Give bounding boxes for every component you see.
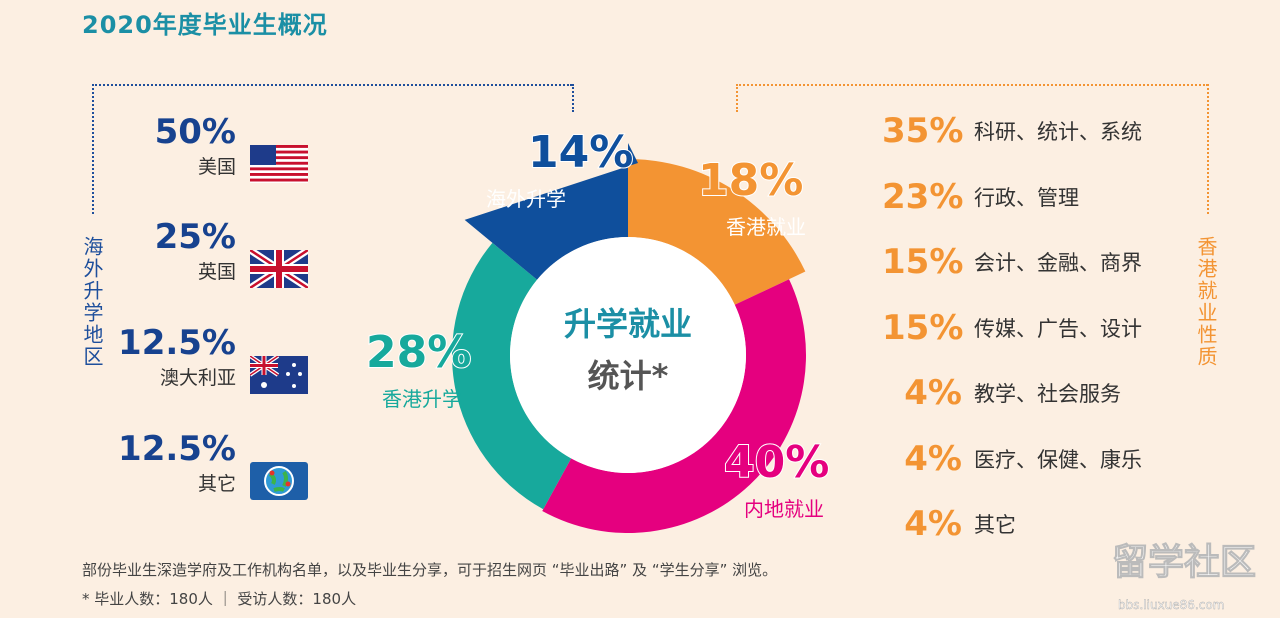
uk-flag-icon xyxy=(248,247,310,291)
bracket-line xyxy=(92,84,572,86)
footer-note: 部份毕业生深造学府及工作机构名单，以及毕业生分享，可于招生网页 “毕业出路” 及… xyxy=(82,561,778,579)
slice-pct-mainland-employment: 40% xyxy=(723,436,830,488)
job-pct: 35% xyxy=(882,111,964,151)
watermark-url: bbs.liuxue86.com xyxy=(1118,598,1225,612)
bracket-line xyxy=(92,84,94,214)
footer-counts: * 毕业人数：180人 ｜ 受访人数：180人 xyxy=(82,590,357,608)
slice-pct-overseas-study: 14% xyxy=(527,126,634,178)
slice-label-mainland-employment: 内地就业 xyxy=(744,497,824,521)
job-category: 其它 xyxy=(974,513,1016,537)
left-section-label: 海外升学地区 xyxy=(80,236,104,368)
job-pct: 15% xyxy=(882,307,964,348)
bracket-line xyxy=(572,84,574,112)
slice-pct-hk-employment: 18% xyxy=(697,154,804,206)
job-pct: 15% xyxy=(882,242,964,282)
country-name: 其它 xyxy=(197,473,236,495)
job-category: 医疗、保健、康乐 xyxy=(974,447,1142,472)
slice-label-overseas-study: 海外升学 xyxy=(486,187,566,211)
country-pct: 12.5% xyxy=(118,429,236,469)
job-pct: 4% xyxy=(904,504,962,544)
country-name: 英国 xyxy=(197,261,236,283)
globe-icon xyxy=(250,462,308,500)
bracket-line xyxy=(736,84,738,112)
donut-slice-3 xyxy=(464,143,638,280)
chart-title-line2: 统计* xyxy=(587,357,669,395)
country-pct: 12.5% xyxy=(118,323,236,363)
slice-label-hk-employment: 香港就业 xyxy=(726,215,806,239)
country-name: 澳大利亚 xyxy=(159,367,236,389)
right-section-label: 香港就业性质 xyxy=(1194,236,1218,368)
donut-center xyxy=(510,237,746,473)
job-category: 行政、管理 xyxy=(974,185,1079,210)
donut-slice-0 xyxy=(628,159,806,305)
job-category: 会计、金融、商界 xyxy=(974,251,1142,275)
country-pct: 25% xyxy=(154,217,236,257)
job-category: 教学、社会服务 xyxy=(974,382,1121,406)
chart-title-line1: 升学就业 xyxy=(563,305,692,343)
slice-pct-hk-study: 28% xyxy=(365,326,472,378)
bracket-line xyxy=(736,84,1208,86)
country-name: 美国 xyxy=(197,156,236,178)
slice-label-hk-study: 香港升学 xyxy=(382,387,462,411)
donut-slice-1 xyxy=(542,279,807,533)
job-pct: 23% xyxy=(882,176,964,217)
country-pct: 50% xyxy=(154,112,236,152)
us-flag-icon xyxy=(250,145,308,183)
watermark-logo: 留学社区 xyxy=(1111,542,1257,584)
job-category: 科研、统计、系统 xyxy=(974,120,1142,144)
au-flag-icon xyxy=(248,354,308,394)
bracket-line xyxy=(1207,84,1209,214)
donut-slice-2 xyxy=(452,242,572,510)
job-pct: 4% xyxy=(904,438,962,479)
job-pct: 4% xyxy=(904,373,962,413)
job-category: 传媒、广告、设计 xyxy=(974,316,1142,341)
page-title: 2020年度毕业生概况 xyxy=(82,11,328,39)
